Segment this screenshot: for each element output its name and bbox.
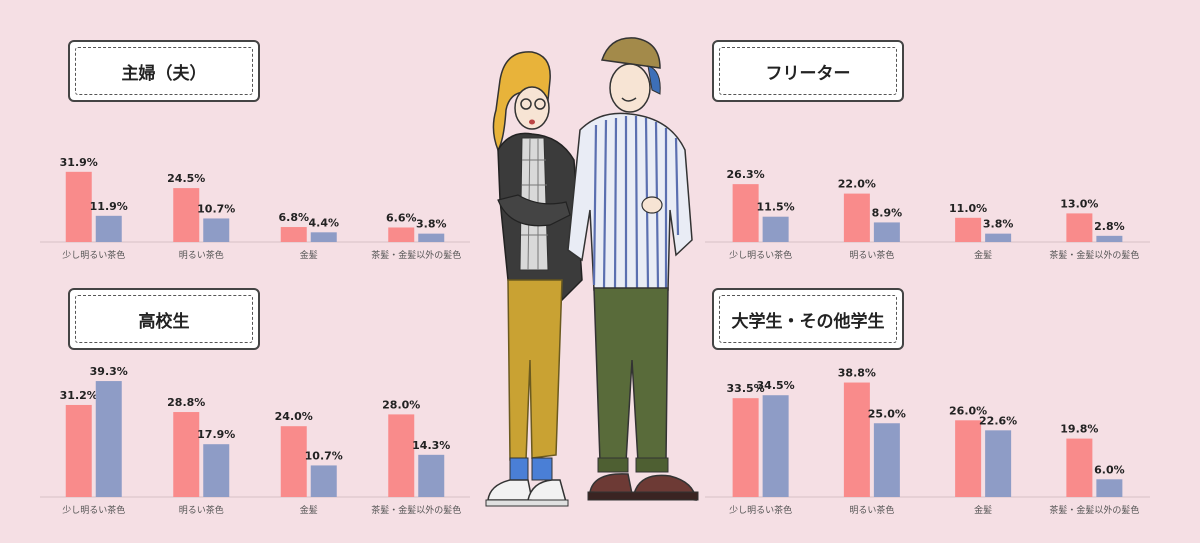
panel-title-highschool: 高校生 — [75, 295, 253, 343]
value-label: 11.0% — [949, 202, 987, 215]
category-label: 少し明るい茶色 — [729, 249, 792, 261]
category-label: 明るい茶色 — [849, 504, 894, 516]
value-label: 13.0% — [1060, 197, 1098, 210]
category-label: 金髪 — [300, 249, 318, 261]
value-label: 33.5% — [727, 382, 765, 395]
bar-b — [873, 222, 900, 242]
panel-title-box-freeter: フリーター — [712, 40, 904, 102]
bar-chart-freeter: 26.3% 11.5% 少し明るい茶色 22.0% 8.9% 明るい茶色 11.0% 3.8%… — [705, 168, 1150, 261]
bar-chart-highschool: 31.2% 39.3% 少し明るい茶色 28.8% 17.9% 明るい茶色 24.0% 10.… — [40, 365, 470, 516]
bar-a — [955, 217, 982, 242]
bar-a — [65, 404, 92, 497]
category-label: 茶髪・金髪以外の髪色 — [1049, 249, 1139, 261]
value-label: 8.9% — [872, 206, 903, 219]
bar-a — [173, 412, 200, 497]
bar-a — [732, 398, 759, 497]
bar-b — [418, 233, 445, 242]
bar-b — [95, 215, 122, 242]
bar-a — [280, 227, 307, 242]
category-label: 茶髪・金髪以外の髪色 — [371, 504, 461, 516]
bar-a — [843, 382, 870, 497]
category-label: 金髪 — [300, 504, 318, 516]
value-label: 31.9% — [60, 156, 98, 169]
bar-b — [310, 465, 337, 497]
category-label: 明るい茶色 — [179, 249, 224, 261]
bar-a — [388, 414, 415, 497]
bar-a — [1066, 438, 1093, 497]
value-label: 3.8% — [416, 218, 447, 231]
bar-b — [873, 423, 900, 497]
category-label: 茶髪・金髪以外の髪色 — [1049, 504, 1139, 516]
bar-a — [732, 184, 759, 242]
bar-b — [1096, 235, 1123, 242]
value-label: 26.0% — [949, 404, 987, 417]
panel-title-housewife: 主婦（夫） — [75, 47, 253, 95]
category-label: 茶髪・金髪以外の髪色 — [371, 249, 461, 261]
woman-figure — [485, 51, 583, 507]
value-label: 11.5% — [757, 201, 795, 214]
value-label: 39.3% — [90, 365, 128, 378]
value-label: 11.9% — [90, 200, 128, 213]
value-label: 38.8% — [838, 367, 876, 380]
category-label: 明るい茶色 — [179, 504, 224, 516]
value-label: 34.5% — [757, 379, 795, 392]
man-figure — [567, 37, 699, 501]
couple-illustration — [485, 37, 699, 507]
value-label: 14.3% — [412, 439, 450, 452]
panel-title-box-highschool: 高校生 — [68, 288, 260, 350]
value-label: 17.9% — [197, 428, 235, 441]
value-label: 28.8% — [167, 396, 205, 409]
value-label: 25.0% — [868, 407, 906, 420]
bar-b — [762, 395, 789, 497]
panel-title-box-housewife: 主婦（夫） — [68, 40, 260, 102]
bar-a — [843, 193, 870, 242]
bar-b — [985, 430, 1012, 497]
value-label: 10.7% — [305, 449, 343, 462]
category-label: 明るい茶色 — [849, 249, 894, 261]
value-label: 24.5% — [167, 172, 205, 185]
value-label: 26.3% — [727, 168, 765, 181]
value-label: 3.8% — [983, 218, 1014, 231]
bar-chart-university: 33.5%34.5% 少し明るい茶色 38.8% 25.0% 明るい茶色 26.0%22.… — [705, 367, 1150, 516]
value-label: 4.4% — [308, 216, 339, 229]
value-label: 6.6% — [386, 211, 417, 224]
bar-b — [310, 232, 337, 242]
value-label: 24.0% — [275, 410, 313, 423]
bar-a — [173, 188, 200, 242]
category-label: 金髪 — [974, 504, 992, 516]
bar-b — [203, 218, 230, 242]
category-label: 少し明るい茶色 — [62, 504, 125, 516]
bar-a — [65, 171, 92, 242]
value-label: 6.8% — [278, 211, 309, 224]
bar-b — [418, 454, 445, 497]
category-label: 金髪 — [974, 249, 992, 261]
bar-a — [955, 420, 982, 497]
bar-b — [985, 233, 1012, 242]
value-label: 22.0% — [838, 178, 876, 191]
value-label: 22.6% — [979, 414, 1017, 427]
value-label: 31.2% — [60, 389, 98, 402]
panel-title-university: 大学生・その他学生 — [719, 295, 897, 343]
bar-a — [388, 227, 415, 242]
panel-title-freeter: フリーター — [719, 47, 897, 95]
category-label: 少し明るい茶色 — [62, 249, 125, 261]
value-label: 2.8% — [1094, 220, 1125, 233]
bar-b — [762, 216, 789, 242]
bar-b — [1096, 479, 1123, 497]
category-label: 少し明るい茶色 — [729, 504, 792, 516]
bar-b — [95, 381, 122, 497]
bar-a — [280, 426, 307, 497]
bar-a — [1066, 213, 1093, 242]
value-label: 6.0% — [1094, 463, 1125, 476]
bar-b — [203, 444, 230, 497]
value-label: 10.7% — [197, 202, 235, 215]
panel-title-box-university: 大学生・その他学生 — [712, 288, 904, 350]
value-label: 19.8% — [1060, 423, 1098, 436]
bar-chart-housewife: 31.9% 11.9% 少し明るい茶色 24.5% 10.7% 明るい茶色 6.8% 4.4%… — [40, 156, 470, 261]
value-label: 28.0% — [382, 398, 420, 411]
